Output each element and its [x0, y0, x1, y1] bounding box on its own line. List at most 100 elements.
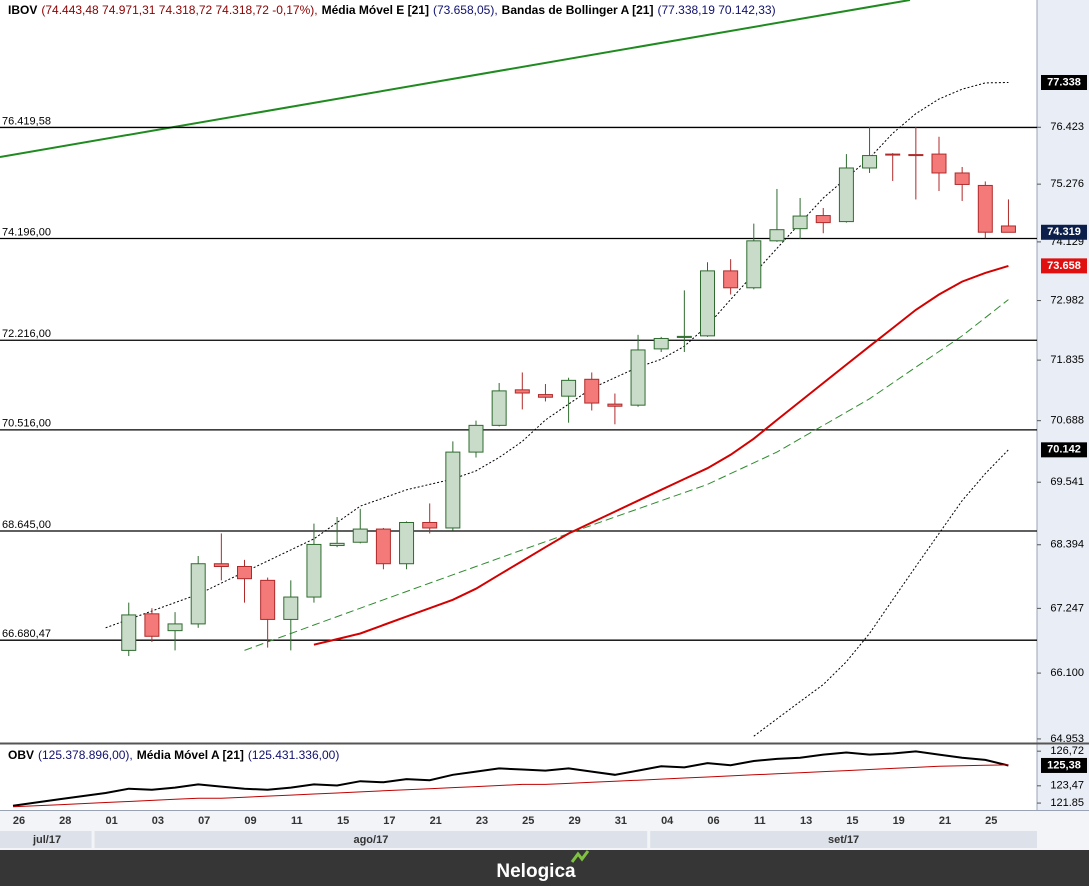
candle-body: [537, 394, 553, 398]
legend-item: IBOV: [8, 3, 37, 17]
x-tick-label: 25: [522, 815, 534, 827]
candle-body: [815, 215, 831, 224]
candle-body: [167, 623, 183, 632]
legend-item: (125.378.896,00),: [38, 748, 133, 762]
candle-body: [954, 172, 970, 185]
candle-body: [329, 542, 345, 547]
x-tick-label: 04: [661, 815, 674, 827]
x-tick-label: 23: [476, 815, 488, 827]
legend-item: (74.443,48 74.971,31 74.318,72 74.318,72…: [41, 3, 317, 17]
x-tick-label: 25: [985, 815, 997, 827]
price-badge: [1041, 74, 1087, 90]
x-tick-label: 03: [152, 815, 164, 827]
level-label: 66.680,47: [2, 628, 51, 640]
badge-label: 70.142: [1047, 444, 1081, 456]
candle-body: [237, 565, 252, 580]
candle-body: [931, 153, 947, 174]
badge-label: 73.658: [1047, 260, 1081, 272]
price-axis-bg: [1037, 0, 1089, 810]
candle-body: [283, 596, 299, 620]
month-band: [0, 831, 92, 848]
y-tick-label: 68.394: [1050, 539, 1084, 551]
candle-body: [885, 153, 901, 156]
candle-body: [723, 270, 739, 289]
bollinger-middle: [244, 299, 1009, 651]
x-tick-label: 11: [291, 815, 303, 827]
candle-body: [144, 613, 160, 637]
y-tick-label: 66.100: [1050, 667, 1084, 679]
legend-item: Média Móvel E [21]: [322, 3, 429, 17]
x-tick-label: 17: [383, 815, 395, 827]
candle-body: [445, 451, 461, 529]
level-label: 68.645,00: [2, 519, 51, 531]
y-tick-label: 126,72: [1050, 745, 1084, 757]
month-label: set/17: [828, 834, 859, 846]
y-tick-label: 69.541: [1050, 476, 1084, 488]
candle-body: [862, 155, 878, 169]
candle-body: [584, 378, 600, 404]
y-tick-label: 123,47: [1050, 780, 1084, 792]
candle-body: [653, 337, 669, 350]
x-tick-label: 15: [337, 815, 349, 827]
level-label: 74.196,00: [2, 226, 51, 238]
x-tick-label: 21: [939, 815, 951, 827]
obv-line: [12, 750, 1009, 807]
candle-body: [121, 614, 137, 651]
x-tick-label: 11: [754, 815, 766, 827]
y-tick-label: 121.85: [1050, 797, 1084, 809]
candle-body: [561, 379, 577, 397]
legend: IBOV (74.443,48 74.971,31 74.318,72 74.31…: [8, 3, 776, 17]
legend: OBV (125.378.896,00), Média Móvel A [21] (1…: [8, 748, 339, 762]
x-tick-label: 21: [430, 815, 442, 827]
candle-body: [260, 579, 276, 620]
candle-body: [213, 563, 229, 567]
y-tick-label: 71.835: [1050, 354, 1084, 366]
candle-body: [514, 389, 530, 394]
candle-body: [977, 184, 993, 233]
legend-item: (125.431.336,00): [248, 748, 339, 762]
legend-item: OBV: [8, 748, 34, 762]
x-tick-label: 29: [568, 815, 580, 827]
x-tick-label: 01: [105, 815, 117, 827]
candle-body: [352, 528, 368, 543]
legend-item: (77.338,19 70.142,33): [657, 3, 775, 17]
x-tick-label: 09: [244, 815, 256, 827]
y-tick-label: 70.688: [1050, 415, 1084, 427]
trendline: [0, 0, 911, 158]
legend-item: Bandas de Bollinger A [21]: [502, 3, 654, 17]
price-badge: [1041, 224, 1087, 240]
candle-body: [468, 424, 484, 453]
price-badge: [1041, 258, 1087, 274]
x-tick-label: 07: [198, 815, 210, 827]
y-tick-label: 72.982: [1050, 294, 1084, 306]
y-tick-label: 76.423: [1050, 121, 1084, 133]
obv-panel: [12, 750, 1009, 808]
month-band: [650, 831, 1037, 848]
month-label: ago/17: [353, 834, 388, 846]
obv-line: [12, 764, 1009, 808]
candle-body: [306, 543, 322, 598]
x-tick-label: 28: [59, 815, 71, 827]
candle-body: [1000, 225, 1016, 233]
logo-mark: [570, 850, 590, 863]
candle-body: [422, 522, 438, 529]
footer-bar: [0, 850, 1089, 886]
x-tick-label: 26: [13, 815, 25, 827]
y-tick-label: 75.276: [1050, 178, 1084, 190]
badge-label: 74.319: [1047, 226, 1081, 238]
candle-body: [630, 349, 646, 406]
y-tick-label: 67.247: [1050, 602, 1084, 614]
y-tick-label: 64.953: [1050, 733, 1084, 745]
level-label: 76.419,58: [2, 115, 51, 127]
legend-item: Média Móvel A [21]: [137, 748, 244, 762]
price-panel: 76.419,58 74.196,00 72.216,00 70.516,00 68.6…: [0, 82, 1037, 737]
candle-body: [746, 240, 762, 289]
candle-body: [838, 167, 854, 223]
price-badge: [1041, 757, 1087, 773]
level-label: 72.216,00: [2, 328, 51, 340]
legend-item: (73.658,05),: [433, 3, 498, 17]
candle-body: [399, 522, 415, 565]
x-tick-label: 15: [846, 815, 858, 827]
x-tick-label: 13: [800, 815, 812, 827]
